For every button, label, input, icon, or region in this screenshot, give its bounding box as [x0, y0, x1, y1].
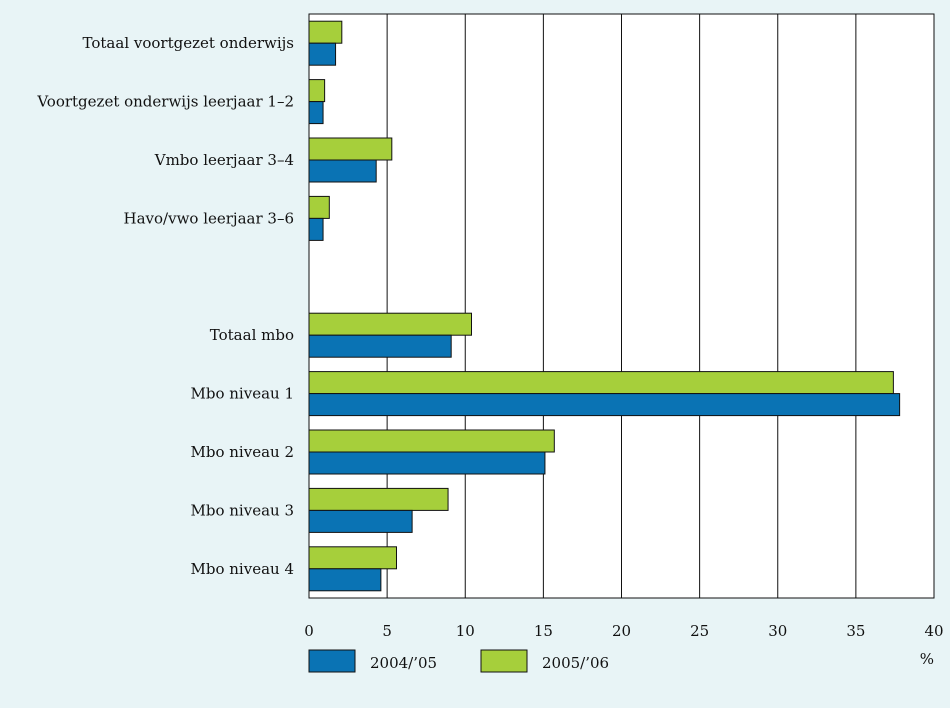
- x-tick-label-5: 25: [690, 622, 709, 640]
- category-label-0: Totaal voortgezet onderwijs: [83, 34, 294, 52]
- category-label-9: Mbo niveau 4: [191, 560, 294, 578]
- category-label-1: Voortgezet onderwijs leerjaar 1–2: [36, 93, 294, 111]
- x-tick-labels: 0 5 10 15 20 25 30 35 40: [304, 622, 943, 640]
- bar-series-1-cat-5: [308, 312, 472, 336]
- bar-series-0-cat-8: [308, 509, 413, 533]
- category-label-7: Mbo niveau 2: [191, 443, 294, 461]
- bar-series-0-cat-1: [308, 101, 324, 125]
- x-tick-label-2: 10: [456, 622, 475, 640]
- bar-series-0-cat-7: [308, 451, 546, 475]
- x-tick-label-6: 30: [768, 622, 787, 640]
- category-label-6: Mbo niveau 1: [191, 385, 294, 403]
- x-tick-label-8: 40: [924, 622, 943, 640]
- category-label-5: Totaal mbo: [210, 326, 294, 344]
- legend-label-1: 2005/’06: [542, 654, 609, 672]
- bar-series-1-cat-3: [308, 195, 330, 219]
- x-tick-label-7: 35: [846, 622, 865, 640]
- bar-series-1-cat-1: [308, 79, 326, 103]
- bar-series-0-cat-3: [308, 217, 324, 241]
- bar-series-1-cat-8: [308, 487, 449, 511]
- x-tick-label-1: 5: [382, 622, 392, 640]
- bar-series-0-cat-6: [308, 393, 901, 417]
- x-tick-label-0: 0: [304, 622, 314, 640]
- x-tick-label-3: 15: [534, 622, 553, 640]
- category-labels: Totaal voortgezet onderwijs Voortgezet on…: [36, 34, 294, 578]
- bar-series-0-cat-2: [308, 159, 377, 183]
- bar-series-1-cat-7: [308, 429, 555, 453]
- bar-series-1-cat-0: [308, 20, 343, 44]
- x-unit-label: %: [920, 650, 934, 668]
- bar-series-1-cat-6: [308, 371, 894, 395]
- bar-series-0-cat-0: [308, 42, 337, 66]
- bar-series-1-cat-9: [308, 546, 397, 570]
- category-label-2: Vmbo leerjaar 3–4: [154, 151, 294, 169]
- category-label-8: Mbo niveau 3: [191, 501, 294, 519]
- legend-swatch-0: [308, 649, 356, 673]
- category-label-3: Havo/vwo leerjaar 3–6: [124, 209, 294, 227]
- bars: [308, 20, 901, 592]
- legend-swatch-1: [480, 649, 528, 673]
- bar-series-0-cat-5: [308, 334, 452, 358]
- bar-series-1-cat-2: [308, 137, 393, 161]
- x-tick-label-4: 20: [612, 622, 631, 640]
- bar-series-0-cat-9: [308, 568, 382, 592]
- legend: 2004/’05 2005/’06: [308, 649, 609, 673]
- legend-label-0: 2004/’05: [370, 654, 437, 672]
